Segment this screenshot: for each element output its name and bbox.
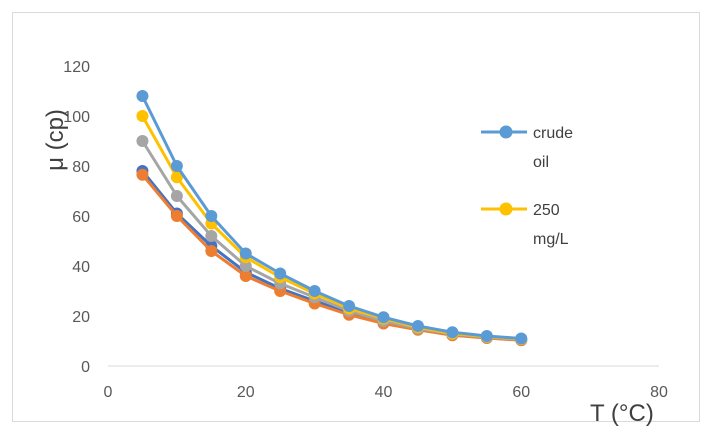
data-point xyxy=(136,135,149,147)
x-tick-label: 0 xyxy=(104,384,113,401)
data-point xyxy=(343,300,356,312)
y-tick-label: 0 xyxy=(81,359,90,376)
series-layer xyxy=(136,90,528,347)
x-tick-label: 80 xyxy=(650,384,668,401)
data-point xyxy=(136,110,149,122)
chart-frame xyxy=(12,12,700,422)
series-3 xyxy=(136,135,528,346)
x-tick-label: 20 xyxy=(237,384,255,401)
data-point xyxy=(480,330,493,342)
data-point xyxy=(377,311,390,324)
data-point xyxy=(239,260,252,272)
data-point xyxy=(170,160,183,172)
y-tick-label: 100 xyxy=(63,109,90,126)
data-point xyxy=(411,320,424,332)
y-axis-title: μ (cp) xyxy=(42,109,69,171)
data-point xyxy=(170,190,183,202)
data-point xyxy=(205,210,218,222)
data-point xyxy=(308,285,321,297)
legend-marker xyxy=(499,202,513,216)
data-point xyxy=(446,326,459,339)
data-point xyxy=(205,230,218,242)
legend-label: crude xyxy=(533,125,573,142)
y-tick-label: 60 xyxy=(72,209,90,226)
data-point xyxy=(170,171,183,184)
data-point xyxy=(239,270,252,282)
data-point xyxy=(274,267,287,280)
series-4 xyxy=(136,168,528,347)
legend-label-cont: mg/L xyxy=(533,231,569,248)
legend-label: 250 xyxy=(533,202,560,219)
series-1 xyxy=(136,90,528,345)
x-tick-label: 60 xyxy=(512,384,530,401)
y-tick-label: 20 xyxy=(72,309,90,326)
data-point xyxy=(205,245,218,257)
legend-entry: 250 mg/L xyxy=(481,202,569,248)
data-point xyxy=(136,168,149,181)
axes-layer: 0 20 40 60 80 100 120 0 20 40 60 80 xyxy=(63,59,668,401)
y-tick-label: 80 xyxy=(72,159,90,176)
y-tick-label: 40 xyxy=(72,259,90,276)
legend-label-cont: oil xyxy=(533,154,549,171)
data-point xyxy=(170,210,183,222)
legend-layer: crude oil 250 mg/L xyxy=(481,125,573,248)
data-point xyxy=(136,90,149,102)
data-point xyxy=(239,247,252,260)
x-axis-title: T (°C) xyxy=(590,400,654,427)
y-tick-label: 120 xyxy=(63,59,90,76)
legend-marker xyxy=(499,125,513,139)
x-tick-label: 40 xyxy=(375,384,393,401)
legend-entry: crude oil xyxy=(481,125,573,171)
data-point xyxy=(515,332,528,345)
